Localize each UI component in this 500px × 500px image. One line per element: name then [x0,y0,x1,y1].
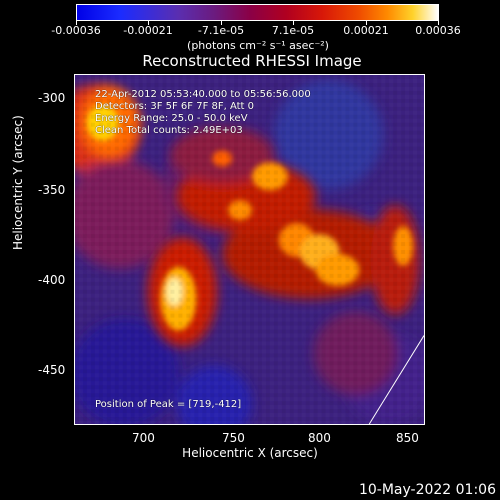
figure-title: Reconstructed RHESSI Image [142,52,362,70]
y-tick-label: -350 [38,183,66,197]
y-tick-label: -450 [38,363,66,377]
colorbar-tick-label: -7.1e-05 [197,24,245,37]
x-tick-label: 750 [222,431,245,445]
peak-position-text: Position of Peak = [719,-412] [95,399,242,410]
colorbar-units: (photons cm⁻² s⁻¹ asec⁻²) [187,39,329,52]
clean-total-counts-text: Clean Total counts: 2.49E+03 [95,125,243,136]
x-tick-label: 850 [396,431,419,445]
generation-timestamp: 10-May-2022 01:06 [358,482,496,498]
plot-area: 22-Apr-2012 05:53:40.000 to 05:56:56.000… [74,74,425,425]
colorbar-tick [293,21,294,25]
colorbar-tick [148,21,149,25]
x-tick-label: 800 [308,431,331,445]
colorbar-tick-label: 0.00021 [343,24,389,37]
x-tick-label: 700 [132,431,155,445]
time-range-text: 22-Apr-2012 05:53:40.000 to 05:56:56.000 [95,89,311,100]
colorbar-tick-label: -0.00036 [51,24,101,37]
y-tick-label: -300 [38,91,66,105]
colorbar-tick [438,21,439,25]
colorbar [76,4,439,21]
colorbar-tick [76,21,77,25]
energy-range-text: Energy Range: 25.0 - 50.0 keV [95,113,248,124]
colorbar-tick [221,21,222,25]
y-axis-label: Heliocentric Y (arcsec) [11,115,25,250]
colorbar-tick-label: -0.00021 [123,24,173,37]
x-axis-label: Heliocentric X (arcsec) [182,446,318,460]
y-tick-label: -400 [38,273,66,287]
colorbar-tick-label: 0.00036 [415,24,461,37]
detectors-text: Detectors: 3F 5F 6F 7F 8F, Att 0 [95,101,255,112]
colorbar-tick [366,21,367,25]
rhessi-image [75,75,424,424]
colorbar-tick-label: 7.1e-05 [271,24,315,37]
